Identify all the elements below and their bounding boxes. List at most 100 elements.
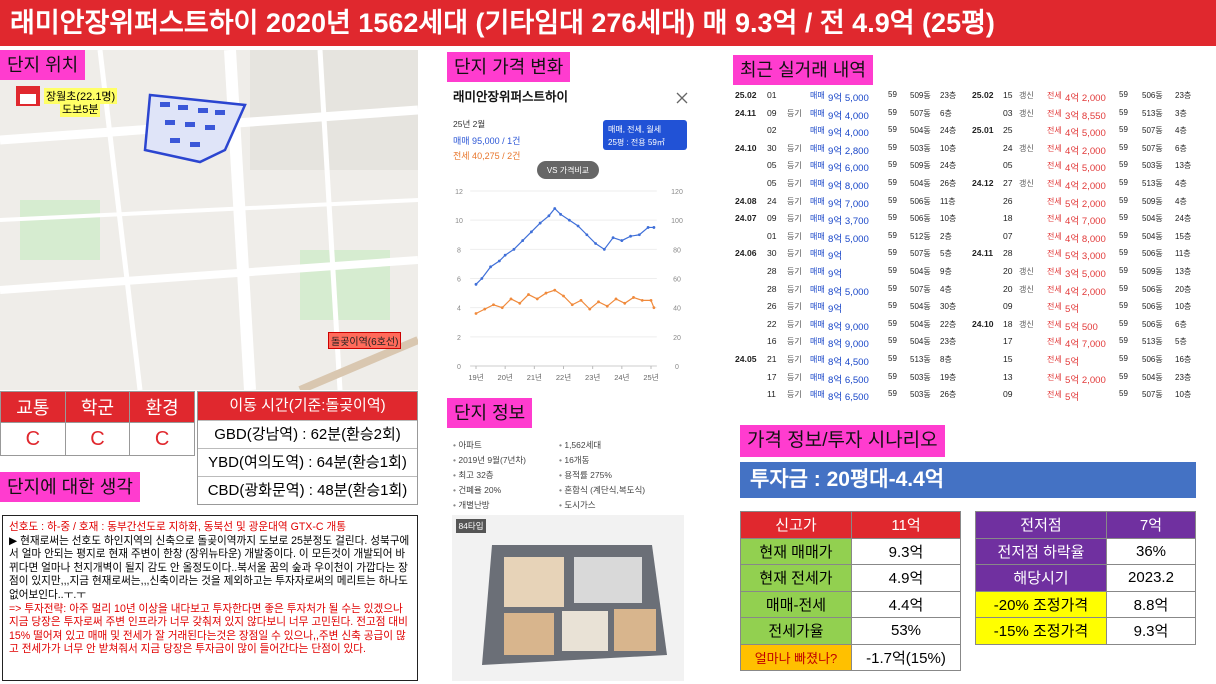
info-item: 혼합식 (계단식,복도식)	[559, 484, 645, 496]
deal-cell: 59	[888, 142, 897, 152]
commute-box: 이동 시간(기준:돌곶이역) GBD(강남역) : 62분(환승2회) YBD(여…	[197, 391, 418, 505]
deal-cell: 59	[1119, 230, 1128, 240]
filter-box[interactable]	[603, 120, 687, 150]
deal-cell: 등기	[787, 355, 802, 364]
scenario-table: 전저점 7억 전저점 하락율 36% 해당시기 2023.2 -20% 조정가격 8.8억 -1…	[975, 511, 1196, 645]
deal-cell: 506동	[1142, 249, 1163, 259]
deal-cell: 09	[767, 107, 777, 118]
deal-cell: 전세	[1047, 284, 1062, 294]
deal-cell: 07	[1003, 230, 1013, 241]
deal-cell: 갱신	[1019, 91, 1034, 100]
scenario-value: -1.7억(15%)	[851, 643, 961, 671]
deal-cell: 13층	[1175, 161, 1192, 171]
deal-cell: 24.11	[972, 248, 994, 259]
deal-cell: 59	[1119, 283, 1128, 293]
deal-cell: 매매	[810, 372, 825, 382]
x-tick-label: 25년	[643, 372, 658, 382]
deal-cell: 26층	[940, 179, 957, 188]
scenario-row: 전저점 7억	[975, 511, 1196, 539]
deal-cell: 매매	[810, 249, 825, 259]
deal-cell: 59	[1119, 336, 1128, 346]
point	[646, 226, 650, 229]
station-label: 돌곶이역(6호선)	[328, 332, 402, 349]
point	[597, 300, 600, 304]
scenario-value: 53%	[851, 617, 961, 645]
point	[611, 236, 615, 240]
deal-cell: 전세	[1047, 390, 1062, 400]
deal-cell: 506동	[910, 214, 931, 224]
scenario-value: 11억	[851, 511, 961, 539]
point	[637, 233, 641, 237]
point	[585, 233, 589, 237]
deal-cell: 9억	[828, 269, 843, 280]
deal-cell: 507동	[1142, 143, 1163, 153]
deal-cell: 59	[888, 389, 897, 399]
deal-cell: 5억 3,000	[1065, 251, 1106, 263]
y-tick-label: 8	[457, 247, 461, 254]
point	[500, 306, 504, 310]
deal-cell: 503동	[910, 372, 931, 382]
deal-cell: 4억 5,000	[1065, 128, 1106, 140]
scenario-key: 매매-전세	[740, 590, 852, 618]
deal-cell: 24.10	[972, 318, 994, 329]
compare-button[interactable]	[537, 161, 599, 179]
section-label: 단지 위치	[0, 50, 86, 80]
deal-cell: 갱신	[1019, 267, 1034, 276]
deal-cell: 24.06	[735, 248, 757, 259]
title-bar: 래미안장위퍼스트하이 2020년 1562세대 (기타임대 276세대) 매 9…	[0, 0, 1216, 46]
deal-cell: 507동	[1142, 390, 1163, 400]
deal-cell: 13층	[1175, 267, 1192, 276]
deal-cell: 16층	[1175, 355, 1192, 364]
investment-banner: 투자금 : 20평대-4.4억	[740, 462, 1196, 498]
deal-cell: 25	[1003, 125, 1013, 136]
point	[489, 265, 492, 269]
deal-cell: 2층	[940, 231, 952, 241]
filter[interactable]: 매매, 전세, 월세	[608, 124, 661, 134]
paragraph: ▶ 현재로써는 선호도 하인지역의 신축으로 돌곶이역까지 도보로 25분정도 …	[9, 534, 410, 601]
deal-cell: 513동	[1142, 337, 1163, 347]
point	[576, 224, 580, 228]
deal-cell: 24.08	[735, 195, 757, 206]
grade-value: C	[64, 422, 131, 456]
paragraph: 선호도 : 하-중 / 호재 : 동부간선도로 지하화, 동북선 및 광운대역 …	[9, 521, 346, 533]
point	[509, 297, 513, 301]
size[interactable]: 25평 : 전용 59㎡	[608, 137, 665, 147]
point	[518, 301, 522, 305]
deal-cell: 17	[767, 371, 777, 382]
deal-cell: 509동	[910, 91, 931, 100]
deal-cell: 509동	[910, 161, 931, 171]
deal-cell: 59	[1119, 248, 1128, 258]
deal-cell: 09	[1003, 389, 1013, 400]
deal-cell: 13	[1003, 371, 1013, 382]
deal-cell: 24층	[940, 161, 957, 171]
scenario-value: 7억	[1106, 511, 1196, 539]
point	[570, 303, 574, 307]
deal-cell: 5층	[1175, 337, 1187, 347]
deal-cell: 전세	[1047, 249, 1062, 259]
deal-cell: 등기	[787, 249, 802, 259]
point	[544, 291, 548, 295]
deal-cell: 5억	[1065, 304, 1080, 316]
scenario-value: 2023.2	[1106, 564, 1196, 592]
deal-cell: 매매	[810, 214, 825, 224]
deal-cell: 매매	[810, 196, 825, 206]
scenario-value: 36%	[1106, 537, 1196, 565]
deal-cell: 09	[767, 213, 777, 224]
close-icon	[676, 92, 688, 104]
y-tick-label: 4	[457, 306, 461, 313]
compare-label[interactable]: VS 가격비교	[547, 165, 589, 175]
deal-cell: 6층	[1175, 143, 1187, 153]
deal-cell: 24	[1003, 142, 1013, 153]
deal-cell: 20	[1003, 266, 1013, 276]
deal-cell: 21	[767, 354, 777, 364]
point	[562, 294, 565, 298]
deal-cell: 507동	[910, 284, 931, 294]
info-item: 용적률 275%	[559, 469, 612, 481]
point	[652, 226, 656, 229]
scenario-row: 현재 매매가 9.3억	[740, 537, 961, 565]
deal-cell: 9억 4,000	[828, 128, 869, 140]
deal-cell: 9억 3,700	[828, 216, 869, 228]
point	[527, 293, 530, 296]
